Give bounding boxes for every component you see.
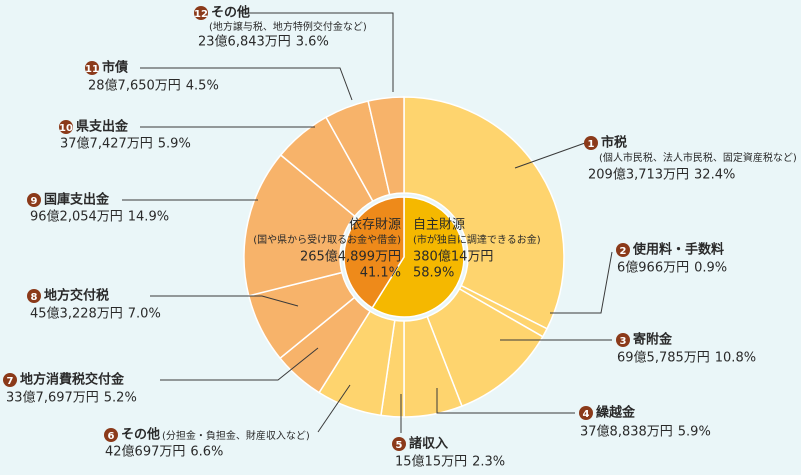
marker-circle xyxy=(3,373,17,387)
leader-line xyxy=(150,295,299,307)
amount-label: 45億3,228万円 xyxy=(30,306,123,322)
marker-circle xyxy=(616,333,630,347)
amount-label: 42億697万円 xyxy=(105,444,185,460)
percent-label: 5.9% xyxy=(678,425,711,440)
amount-label: 69億5,785万円 xyxy=(617,350,710,366)
marker-number: 7 xyxy=(7,376,14,387)
slice xyxy=(371,196,465,318)
marker-circle xyxy=(579,406,593,420)
percent-label: 5.2% xyxy=(104,391,137,406)
marker-circle xyxy=(584,136,598,150)
category-name: その他 xyxy=(211,5,250,21)
category-note: (地方譲与税、地方特例交付金など) xyxy=(209,20,367,33)
slice xyxy=(343,196,405,309)
group-note: (国や県から受け取るお金や借金) xyxy=(253,233,401,246)
marker-number: 11 xyxy=(85,64,99,75)
marker-number: 1 xyxy=(588,139,595,150)
percent-label: 3.6% xyxy=(296,35,329,50)
category-name: 県支出金 xyxy=(76,119,129,135)
category-name: 地方交付税 xyxy=(44,288,109,304)
amount-label: 33億7,697万円 xyxy=(6,390,99,406)
percent-label: 0.9% xyxy=(694,261,727,276)
amount-label: 96億2,054万円 xyxy=(30,209,123,225)
leader-line xyxy=(550,251,613,314)
category-name: 市税 xyxy=(601,135,627,151)
category-name: 地方消費税交付金 xyxy=(20,372,125,388)
percent-label: 7.0% xyxy=(128,307,161,322)
marker-number: 9 xyxy=(31,196,38,207)
category-name: 繰越金 xyxy=(596,405,636,421)
marker-number: 4 xyxy=(583,409,590,420)
percent-label: 6.6% xyxy=(190,445,223,460)
leader-line xyxy=(514,142,586,169)
percent-label: 2.3% xyxy=(472,455,505,470)
slice xyxy=(403,96,565,330)
marker-circle xyxy=(194,6,208,20)
marker-number: 12 xyxy=(194,9,208,20)
marker-circle xyxy=(104,428,118,442)
marker-circle xyxy=(85,61,99,75)
amount-label: 6億966万円 xyxy=(617,260,689,276)
group-percent: 41.1% xyxy=(360,266,401,281)
marker-number: 8 xyxy=(31,292,38,303)
amount-label: 37億7,427万円 xyxy=(60,136,153,152)
category-name: その他 xyxy=(121,427,160,443)
category-note: (個人市民税、法人市民税、固定資産税など) xyxy=(599,151,797,164)
amount-label: 23億6,843万円 xyxy=(198,34,291,50)
percent-label: 5.9% xyxy=(158,137,191,152)
leader-line xyxy=(317,384,351,433)
marker-circle xyxy=(59,120,73,134)
percent-label: 10.8% xyxy=(715,351,756,366)
amount-label: 37億8,838万円 xyxy=(580,424,673,440)
group-name: 自主財源 xyxy=(413,218,465,233)
category-name: 国庫支出金 xyxy=(44,192,110,208)
group-name: 依存財源 xyxy=(349,218,401,233)
category-name: 市債 xyxy=(102,60,128,76)
leader-line xyxy=(160,347,319,381)
amount-label: 28億7,650万円 xyxy=(88,78,181,94)
leader-line xyxy=(140,67,353,101)
category-note: (分担金・負担金、財産収入など) xyxy=(162,429,310,442)
amount-label: 15億15万円 xyxy=(395,454,467,470)
percent-label: 4.5% xyxy=(186,79,219,94)
marker-circle xyxy=(392,437,406,451)
group-note: (市が独自に調達できるお金) xyxy=(413,233,541,246)
group-amount: 380億14万円 xyxy=(413,249,493,265)
category-name: 諸収入 xyxy=(409,436,448,452)
marker-circle xyxy=(27,193,41,207)
percent-label: 32.4% xyxy=(694,168,735,183)
marker-number: 3 xyxy=(620,336,627,347)
marker-number: 6 xyxy=(108,431,115,442)
leader-line xyxy=(436,388,575,414)
slice xyxy=(243,153,356,297)
marker-number: 5 xyxy=(396,440,403,451)
marker-number: 2 xyxy=(620,246,627,257)
marker-circle xyxy=(27,289,41,303)
marker-circle xyxy=(616,243,630,257)
category-name: 使用料・手数料 xyxy=(632,242,724,258)
category-name: 寄附金 xyxy=(633,332,673,348)
group-percent: 58.9% xyxy=(413,266,454,281)
amount-label: 209億3,713万円 xyxy=(588,167,689,183)
leader-line xyxy=(240,12,394,92)
percent-label: 14.9% xyxy=(128,210,169,225)
group-amount: 265億4,899万円 xyxy=(300,249,401,265)
slice xyxy=(367,96,405,196)
marker-number: 10 xyxy=(59,123,73,134)
